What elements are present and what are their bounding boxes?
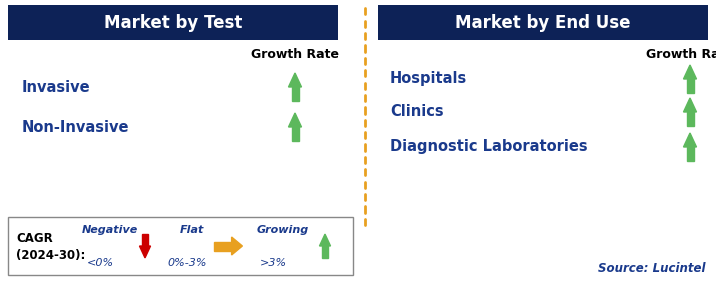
Text: <0%: <0%	[87, 258, 114, 268]
Bar	[8, 217, 353, 275]
Text: >3%: >3%	[259, 258, 286, 268]
Text: CAGR: CAGR	[16, 231, 53, 244]
Polygon shape	[289, 73, 301, 87]
Text: Source: Lucintel: Source: Lucintel	[599, 262, 706, 275]
Text: Invasive: Invasive	[22, 80, 91, 94]
Polygon shape	[684, 133, 697, 147]
Bar	[291, 127, 299, 141]
Text: Growth Rate: Growth Rate	[251, 48, 339, 61]
Text: (2024-30):: (2024-30):	[16, 249, 85, 261]
Bar	[291, 87, 299, 101]
Text: Clinics: Clinics	[390, 105, 444, 119]
Bar	[8, 5, 338, 40]
Polygon shape	[684, 98, 697, 112]
Text: Hospitals: Hospitals	[390, 72, 468, 86]
Polygon shape	[684, 65, 697, 79]
Bar	[213, 241, 231, 250]
Text: Diagnostic Laboratories: Diagnostic Laboratories	[390, 140, 588, 154]
Text: Flat: Flat	[180, 225, 204, 235]
Text: Growth Rate: Growth Rate	[646, 48, 716, 61]
Text: Market by Test: Market by Test	[104, 13, 242, 31]
Text: 0%-3%: 0%-3%	[168, 258, 207, 268]
Bar	[142, 234, 148, 246]
Text: Negative: Negative	[82, 225, 138, 235]
Bar	[378, 5, 708, 40]
Text: Non-Invasive: Non-Invasive	[22, 119, 130, 135]
Bar	[687, 79, 694, 93]
Text: Growing: Growing	[257, 225, 309, 235]
Polygon shape	[231, 237, 243, 255]
Text: Market by End Use: Market by End Use	[455, 13, 631, 31]
Polygon shape	[140, 246, 150, 258]
Bar	[322, 246, 328, 258]
Polygon shape	[319, 234, 331, 246]
Polygon shape	[289, 113, 301, 127]
Bar	[687, 112, 694, 126]
Bar	[687, 147, 694, 161]
